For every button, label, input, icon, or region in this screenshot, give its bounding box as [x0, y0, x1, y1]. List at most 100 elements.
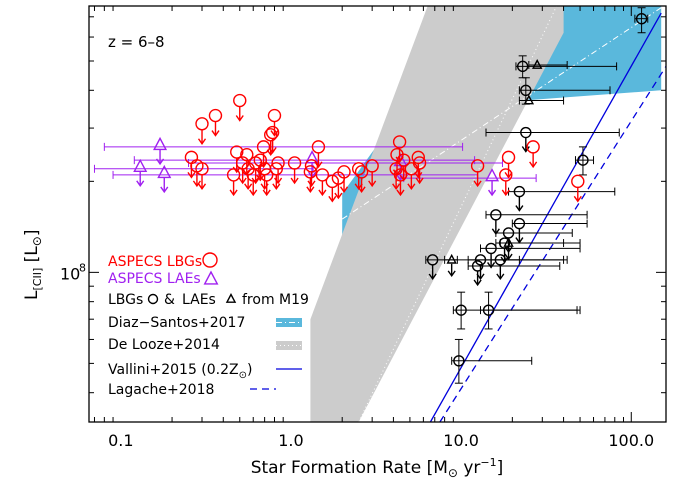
aspecs-lbg-limit-44-head [529, 161, 538, 169]
aspecs-lbg-limit-12-head [251, 177, 260, 185]
aspecs-lbg-limit-3-head [197, 138, 207, 145]
aspecs-lbg-limit-16-head [262, 189, 271, 197]
aspecs-lbg-limit-8-head [238, 177, 247, 185]
aspecs-lbg-limit-26-head [318, 189, 327, 197]
aspecs-lbg-limit-32-head [368, 180, 377, 188]
aspecs-lbg-point-19 [267, 108, 282, 123]
vallini-line [429, 12, 662, 422]
x-tick-label-1: 1.0 [278, 431, 303, 450]
aspecs-lbg-point-45 [571, 174, 585, 189]
m19-lbg-limit-13-head [428, 273, 437, 281]
legend-m19-source: from M19 [242, 292, 309, 308]
legend-diaz-santos: Diaz−Santos+2017 [108, 315, 245, 331]
x-axis-label: Star Formation Rate [M⊙ yr−1] [251, 456, 504, 480]
m19-lae-point-2 [446, 253, 457, 264]
legend-m19-and: & [164, 292, 175, 308]
legend-aspecs-laes: ASPECS LAEs [108, 271, 201, 287]
aspecs-lae-limit-4-head [396, 174, 405, 182]
aspecs-lbg-limit-4-head [211, 130, 220, 137]
aspecs-lbg-limit-6-head [232, 166, 241, 174]
y-tick-label-0: 10 [60, 264, 80, 283]
m19-lbg-point-1 [516, 60, 529, 73]
m19-lae-point-1 [523, 94, 535, 105]
lagache-line [439, 66, 666, 422]
y-axis-label: L[CII] [L⊙] [22, 230, 44, 300]
aspecs-lae-limit-5-head [487, 189, 497, 197]
aspecs-lbg-limit-36-head [396, 189, 405, 197]
x-tick-label-0: 0.1 [108, 431, 133, 450]
aspecs-lbg-limit-31-head [357, 186, 366, 194]
m19-lae-limit-3-head [504, 253, 513, 261]
aspecs-lbg-limit-19-head [270, 130, 279, 137]
diaz-santos-band [342, 6, 662, 240]
m19-lbg-limit-12-head [496, 273, 505, 281]
m19-lbg-point-2 [520, 84, 532, 96]
m19-lbg-point-15 [455, 304, 467, 316]
legend-lagache: Lagache+2018 [108, 382, 214, 398]
aspecs-lae-point-2 [157, 164, 172, 179]
aspecs-lbg-limit-5-head [229, 189, 238, 197]
aspecs-lbg-limit-34-head [392, 169, 402, 176]
aspecs-lbg-point-4 [208, 108, 223, 123]
x-tick-label-2: 10.0 [443, 431, 479, 450]
de-looze-band [310, 6, 564, 422]
aspecs-lbg-limit-42-head [501, 189, 510, 197]
m19-lbg-point-0 [635, 12, 648, 25]
legend-m19-lbgs-marker [147, 293, 159, 305]
m19-lbg-point-17 [453, 355, 465, 367]
m19-lbg-limit-14-head [473, 279, 482, 287]
aspecs-lbg-point-43 [501, 150, 516, 165]
legend-aspecs-laes-marker [203, 270, 219, 285]
legend-aspecs-lbgs: ASPECS LBGs [108, 254, 202, 270]
m19-lbg-limit-3-head [521, 146, 530, 153]
aspecs-lbg-limit-39-head [414, 171, 423, 179]
aspecs-lbg-point-0 [184, 150, 199, 165]
aspecs-lbg-limit-2-head [197, 183, 207, 191]
aspecs-lbg-limit-33-head [392, 183, 401, 191]
m19-lae-limit-2-head [447, 270, 456, 278]
m19-lbg-limit-5-head [515, 205, 524, 212]
aspecs-lbg-limit-25-head [314, 161, 323, 169]
aspecs-lbg-limit-0-head [187, 171, 196, 179]
y-axis-label-group: L[CII] [L⊙] [22, 230, 44, 300]
aspecs-lbg-limit-37-head [399, 174, 408, 182]
aspecs-lbg-limit-20-head [272, 183, 281, 191]
aspecs-lbg-point-7 [233, 93, 247, 108]
aspecs-lae-limit-2-head [160, 186, 169, 194]
aspecs-lbg-limit-43-head [504, 171, 513, 179]
aspecs-lbg-limit-29-head [339, 186, 349, 194]
aspecs-lbg-limit-28-head [334, 192, 343, 200]
legend-m19-laes-marker [225, 293, 237, 303]
m19-lbg-point-16 [482, 304, 495, 316]
diaz-santos-line [341, 7, 662, 220]
legend-aspecs-lbgs-marker [202, 252, 218, 268]
legend-m19-lbgs: LBGs [108, 292, 143, 308]
legend-vallini: Vallini+2015 (0.2Z⊙) [108, 362, 253, 381]
y-tick-label-exp-0: 8 [79, 261, 86, 274]
aspecs-lae-limit-0-head [136, 180, 145, 188]
m19-lae-point-0 [531, 58, 543, 69]
aspecs-lae-point-1 [153, 136, 168, 151]
legend-m19-laes: LAEs [182, 292, 216, 308]
aspecs-lbg-limit-38-head [407, 183, 416, 191]
aspecs-lae-point-5 [485, 168, 500, 182]
aspecs-lbg-limit-18-head [268, 147, 277, 154]
panel-label: z = 6–8 [108, 33, 165, 51]
aspecs-lbg-limit-1-head [192, 180, 201, 188]
aspecs-lbg-limit-22-head [290, 177, 299, 185]
aspecs-lbg-limit-23-head [306, 186, 315, 194]
plot-frame [88, 5, 667, 423]
aspecs-lbg-limit-11-head [249, 189, 258, 197]
aspecs-lbg-limit-7-head [235, 115, 244, 122]
m19-lae-point-3 [503, 237, 514, 247]
aspecs-lbg-limit-27-head [328, 195, 337, 203]
aspecs-lbg-limit-21-head [274, 177, 283, 185]
aspecs-lbg-limit-10-head [244, 183, 253, 191]
aspecs-lbg-limit-41-head [473, 180, 482, 188]
aspecs-lbg-limit-40-head [415, 177, 424, 185]
aspecs-lae-point-0 [133, 158, 148, 173]
aspecs-lbg-point-3 [195, 117, 209, 131]
m19-lbg-point-4 [577, 154, 589, 166]
legend-de-looze: De Looze+2014 [108, 337, 220, 353]
